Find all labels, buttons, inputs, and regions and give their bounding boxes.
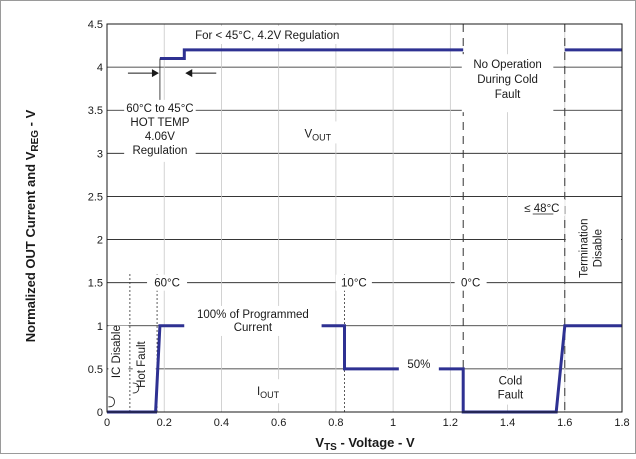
fifty-percent-label: 50%: [407, 359, 430, 371]
programmed-current-label-line-1: 100% of Programmed: [197, 309, 309, 321]
y-tick-label-3: 3: [97, 148, 103, 160]
y-tick-label-0: 0: [97, 407, 103, 419]
label-bg-vout: [295, 121, 340, 144]
cold-fault-label-line-1: Cold: [499, 376, 523, 388]
y-tick-label-2.5: 2.5: [88, 191, 103, 203]
x-tick-label-1.2: 1.2: [443, 417, 458, 429]
label-bg-0c: [454, 274, 487, 291]
label-bg-le48: [519, 199, 565, 217]
x-tick-label-1: 1: [390, 417, 396, 429]
x-tick-label-0: 0: [104, 417, 110, 429]
ic-disable-brace: [108, 396, 115, 408]
label-bg-iout: [250, 379, 291, 404]
ic-disable-label: IC Disable: [111, 325, 123, 378]
hot-temp-arrow-left-head: [151, 69, 159, 78]
x-tick-label-1.6: 1.6: [557, 417, 572, 429]
temp-10c-label: 10°C: [341, 278, 367, 290]
label-bg-hot-fault: [132, 331, 156, 376]
x-tick-label-0.8: 0.8: [328, 417, 343, 429]
y-tick-label-1.5: 1.5: [88, 278, 103, 290]
termination-label: Termination: [578, 218, 590, 277]
hot-fault-label: Hot Fault: [136, 340, 148, 387]
hot-temp-label-line-2: HOT TEMP: [130, 117, 189, 129]
label-bg-no-operation: [461, 54, 554, 113]
annotations: For < 45°C, 4.2V Regulation No Operation D…: [108, 26, 621, 408]
vout-subscript: OUT: [312, 132, 332, 142]
hot-fault-brace: [132, 382, 140, 394]
tick-labels: 0 0.2 0.4 0.6 0.8 1 1.2 1.4 1.6 1.8 0 0.5 1 1.5 2 2.5 3 3…: [88, 19, 630, 429]
hot-temp-label-line-4: Regulation: [132, 145, 187, 157]
label-bg-hot-temp: [124, 99, 196, 162]
x-tick-label-0.4: 0.4: [214, 417, 229, 429]
label-bg-programmed: [184, 305, 322, 336]
label-bg-regulation: [187, 26, 354, 44]
le48-label: ≤ 48°C: [524, 203, 559, 215]
hot-temp-label-line-1: 60°C to 45°C: [126, 103, 193, 115]
cold-fault-label-line-2: Fault: [498, 390, 524, 402]
label-bg-ic-disable: [108, 325, 129, 370]
iout-subscript: OUT: [260, 390, 280, 400]
x-tick-label-0.6: 0.6: [271, 417, 286, 429]
y-tick-label-0.5: 0.5: [88, 364, 103, 376]
label-bg-cold-fault: [478, 370, 542, 405]
iout-label: IOUT: [257, 386, 280, 400]
no-operation-label-line-1: No Operation: [473, 59, 541, 71]
y-tick-label-2: 2: [97, 235, 103, 247]
y-tick-label-1: 1: [97, 321, 103, 333]
y-tick-label-4.5: 4.5: [88, 19, 103, 31]
y-tick-label-4: 4: [97, 62, 103, 74]
y-axis-title: Normalized OUT Current and VREG - V: [23, 109, 41, 342]
programmed-current-label-line-2: Current: [234, 322, 273, 334]
disable-label: Disable: [592, 229, 604, 267]
y-tick-label-3.5: 3.5: [88, 105, 103, 117]
temp-60c-label: 60°C: [154, 278, 180, 290]
label-bg-termination: [565, 226, 621, 277]
series-line-vout-a: [159, 48, 464, 60]
x-tick-label-1.4: 1.4: [500, 417, 515, 429]
label-bg-60c: [147, 274, 188, 291]
x-axis-title: VTS - Voltage - V: [315, 435, 415, 453]
plot-area-frame: [106, 23, 623, 413]
label-bg-50pct: [398, 355, 439, 371]
vout-label: VOUT: [304, 128, 331, 142]
regulation-42v-label: For < 45°C, 4.2V Regulation: [195, 30, 339, 42]
x-tick-label-0.2: 0.2: [157, 417, 172, 429]
hot-temp-label-line-3: 4.06V: [145, 131, 175, 143]
x-tick-label-1.8: 1.8: [614, 417, 629, 429]
hot-temp-arrow-right-head: [185, 69, 193, 78]
no-operation-label-line-2: During Cold: [477, 74, 538, 86]
temp-0c-label: 0°C: [461, 278, 480, 290]
label-bg-10c: [335, 274, 372, 291]
no-operation-label-line-3: Fault: [495, 89, 521, 101]
